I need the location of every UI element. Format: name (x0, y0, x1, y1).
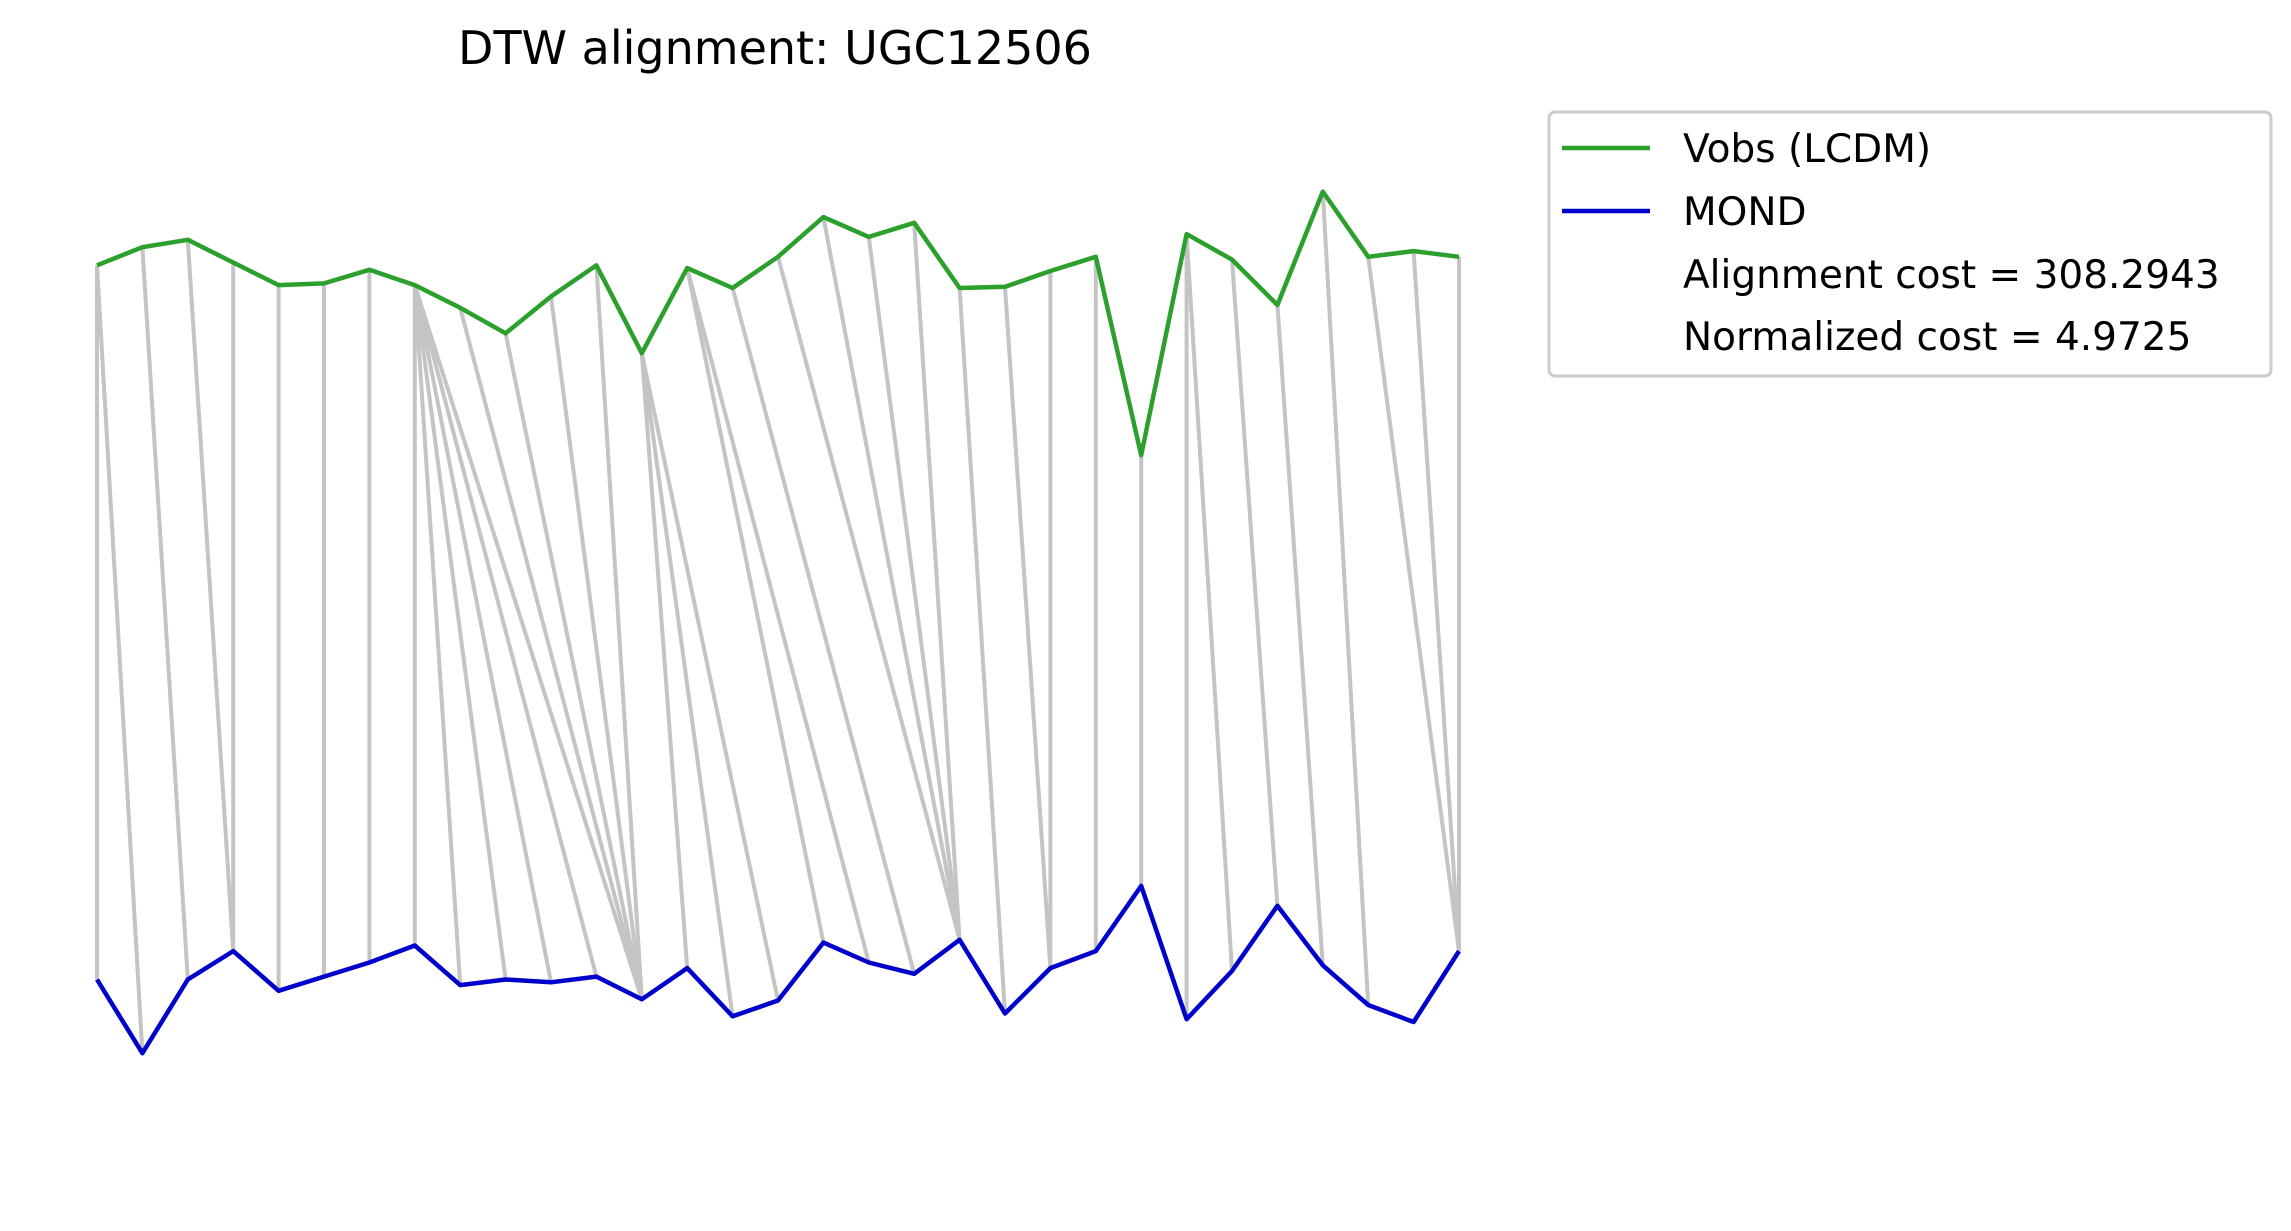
alignment-line (412, 284, 644, 1000)
alignment-line (412, 284, 599, 978)
alignment-line (685, 267, 871, 963)
alignment-line (776, 256, 962, 941)
alignment-line (685, 267, 826, 944)
alignment-line (503, 332, 644, 1000)
alignment-line (1184, 233, 1234, 972)
legend-alignment-cost: Alignment cost = 308.2943 (1683, 253, 2220, 298)
alignment-line (412, 284, 508, 980)
alignment-line (1230, 259, 1280, 906)
alignment-line (912, 222, 962, 940)
alignment-line (730, 287, 917, 975)
alignment-line (639, 352, 780, 1001)
alignment-line (412, 284, 553, 983)
legend-label-vobs: Vobs (LCDM) (1683, 127, 1931, 172)
series-line-mond (95, 883, 1461, 1056)
alignment-lines-group (95, 191, 1461, 1054)
legend: Vobs (LCDM) MOND Alignment cost = 308.29… (1547, 110, 2273, 378)
alignment-line (957, 287, 1007, 1014)
alignment-line (1003, 286, 1053, 969)
alignment-line (458, 307, 644, 1000)
alignment-line (821, 216, 962, 941)
alignment-line (95, 265, 145, 1054)
alignment-line (1366, 256, 1461, 952)
series-group (95, 189, 1461, 1056)
alignment-line (639, 353, 690, 969)
chart-title: DTW alignment: UGC12506 (458, 21, 1092, 75)
alignment-line (639, 352, 735, 1017)
legend-label-mond: MOND (1683, 190, 1807, 235)
alignment-line (549, 296, 644, 1000)
alignment-line (185, 239, 236, 952)
alignment-line (140, 247, 190, 980)
alignment-line (1320, 191, 1371, 1006)
alignment-line (412, 285, 463, 986)
alignment-line (1275, 304, 1325, 966)
series-line-vobs-lcdm (96, 189, 1460, 458)
alignment-line (866, 236, 962, 941)
legend-box (1547, 110, 2273, 378)
alignment-line (1411, 250, 1461, 952)
alignment-line (594, 265, 644, 1000)
legend-normalized-cost: Normalized cost = 4.9725 (1683, 315, 2191, 360)
